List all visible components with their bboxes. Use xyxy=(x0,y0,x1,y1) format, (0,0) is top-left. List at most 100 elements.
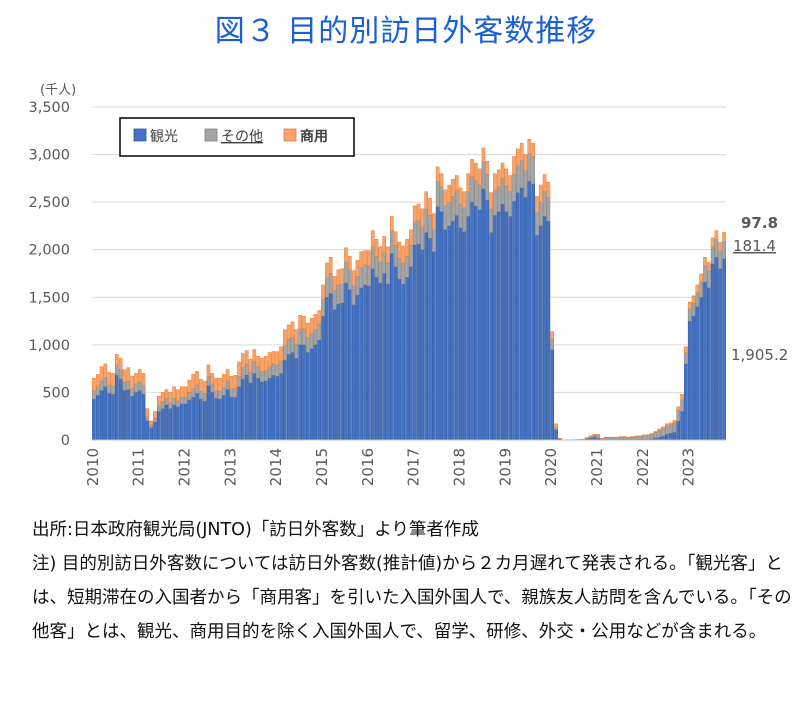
bar-segment-sonota xyxy=(695,292,700,308)
bar-segment-kanko xyxy=(206,385,211,441)
bar-segment-sonota xyxy=(367,265,371,287)
bar-segment-sonota xyxy=(221,387,226,396)
bar-segment-shoyo xyxy=(710,237,715,248)
bar-segment-shoyo xyxy=(516,148,520,167)
bar-segment-kanko xyxy=(160,408,165,441)
bar-segment-sonota xyxy=(451,196,455,222)
bar-segment-sonota xyxy=(168,402,173,409)
bar-segment-sonota xyxy=(661,428,665,437)
bar-segment-shoyo xyxy=(286,324,291,340)
bar-segment-shoyo xyxy=(672,420,677,424)
bar-segment-kanko xyxy=(703,281,707,441)
bar-segment-kanko xyxy=(443,229,448,441)
bar-segment-sonota xyxy=(424,208,429,233)
bar-segment-shoyo xyxy=(279,346,283,362)
bar-segment-kanko xyxy=(687,320,692,441)
bar-segment-kanko xyxy=(435,206,440,441)
x-tick-label: 2015 xyxy=(313,448,331,486)
bar-segment-kanko xyxy=(248,382,253,441)
bar-segment-shoyo xyxy=(405,238,409,257)
bar-segment-shoyo xyxy=(317,310,322,325)
y-tick-label: 3,000 xyxy=(28,148,70,164)
bar-segment-shoyo xyxy=(687,301,692,309)
bar-segment-sonota xyxy=(149,424,154,428)
bar-segment-sonota xyxy=(405,256,409,278)
bar-segment-shoyo xyxy=(684,346,688,353)
x-tick-label: 2016 xyxy=(359,448,377,486)
bar-segment-sonota xyxy=(447,201,451,227)
bar-segment-kanko xyxy=(99,390,104,441)
bar-segment-sonota xyxy=(122,381,127,391)
explanatory-note: 注) 目的別訪日外客数については訪日外客数(推計値)から２カ月遅れて発表される。… xyxy=(32,554,792,642)
bar-segment-sonota xyxy=(153,417,157,423)
bar-segment-sonota xyxy=(722,241,726,259)
bar-segment-shoyo xyxy=(160,392,165,403)
bar-segment-sonota xyxy=(99,380,104,391)
bar-segment-sonota xyxy=(512,174,516,202)
bar-segment-shoyo xyxy=(237,361,241,377)
bar-segment-shoyo xyxy=(134,373,138,385)
bar-segment-sonota xyxy=(290,336,295,353)
bar-segment-kanko xyxy=(535,235,539,441)
annotation-sonota: 181.4 xyxy=(733,237,776,255)
bar-segment-kanko xyxy=(283,359,287,441)
bar-segment-sonota xyxy=(126,380,131,390)
bar-segment-kanko xyxy=(718,268,723,441)
bar-segment-sonota xyxy=(145,415,150,422)
bar-segment-shoyo xyxy=(172,386,176,399)
bar-segment-sonota xyxy=(653,432,658,439)
bar-segment-shoyo xyxy=(378,246,383,263)
bar-segment-kanko xyxy=(516,192,520,441)
bar-segment-sonota xyxy=(340,283,344,304)
bar-segment-kanko xyxy=(260,381,264,441)
bar-segment-kanko xyxy=(458,227,463,441)
bar-segment-kanko xyxy=(275,376,280,441)
bar-segment-kanko xyxy=(145,420,150,441)
bar-segment-sonota xyxy=(191,388,196,398)
bar-segment-kanko xyxy=(451,220,455,441)
bar-segment-sonota xyxy=(313,329,318,346)
bar-segment-kanko xyxy=(164,404,169,441)
bar-segment-kanko xyxy=(447,225,451,441)
bar-segment-kanko xyxy=(355,295,360,441)
bar-segment-sonota xyxy=(409,244,413,268)
bar-segment-shoyo xyxy=(630,436,635,438)
bar-segment-sonota xyxy=(397,258,402,280)
bar-segment-shoyo xyxy=(103,363,108,378)
bar-segment-shoyo xyxy=(298,315,302,329)
bar-segment-kanko xyxy=(523,197,528,441)
bar-segment-kanko xyxy=(439,211,444,441)
bar-segment-kanko xyxy=(279,373,283,441)
bar-segment-kanko xyxy=(519,187,524,441)
bar-segment-shoyo xyxy=(275,351,280,366)
bar-segment-sonota xyxy=(271,363,276,376)
bar-segment-kanko xyxy=(153,421,157,441)
bar-segment-sonota xyxy=(611,437,616,440)
bar-segment-sonota xyxy=(500,178,505,205)
bar-segment-shoyo xyxy=(519,142,524,161)
bar-segment-kanko xyxy=(290,352,295,441)
bar-segment-kanko xyxy=(332,309,337,441)
bar-segment-sonota xyxy=(691,302,696,317)
bar-segment-shoyo xyxy=(714,230,719,240)
y-tick-label: 0 xyxy=(61,433,70,449)
bar-segment-kanko xyxy=(500,203,505,441)
bar-segment-sonota xyxy=(283,345,287,361)
y-unit-label: (千人) xyxy=(40,83,76,98)
x-tick-label: 2012 xyxy=(176,448,194,486)
bar-segment-sonota xyxy=(214,390,218,399)
bar-segment-kanko xyxy=(527,180,532,441)
bar-segment-sonota xyxy=(508,191,513,217)
bar-segment-sonota xyxy=(622,436,627,440)
bar-segment-sonota xyxy=(454,190,459,216)
annotation-shoyo: 97.8 xyxy=(741,214,778,232)
bar-segment-sonota xyxy=(496,186,501,212)
bar-segment-shoyo xyxy=(313,314,318,330)
bar-segment-kanko xyxy=(244,375,249,441)
bar-segment-sonota xyxy=(435,180,440,208)
y-tick-label: 500 xyxy=(42,385,70,401)
bar-segment-sonota xyxy=(676,410,681,422)
bar-segment-kanko xyxy=(405,277,409,441)
bar-segment-shoyo xyxy=(588,435,593,437)
bar-segment-shoyo xyxy=(99,366,104,382)
